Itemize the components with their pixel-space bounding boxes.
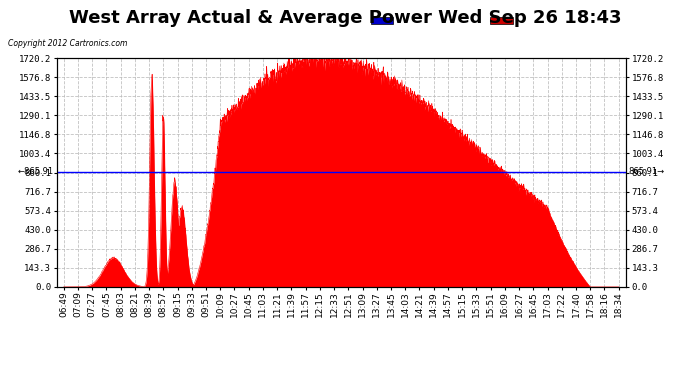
Text: West Array Actual & Average Power Wed Sep 26 18:43: West Array Actual & Average Power Wed Se… <box>69 9 621 27</box>
Text: 865.91→: 865.91→ <box>629 167 664 176</box>
Text: ←865.91: ←865.91 <box>18 167 54 176</box>
Legend: Average  (DC Watts), West Array  (DC Watts): Average (DC Watts), West Array (DC Watts… <box>369 15 621 27</box>
Text: Copyright 2012 Cartronics.com: Copyright 2012 Cartronics.com <box>8 39 128 48</box>
